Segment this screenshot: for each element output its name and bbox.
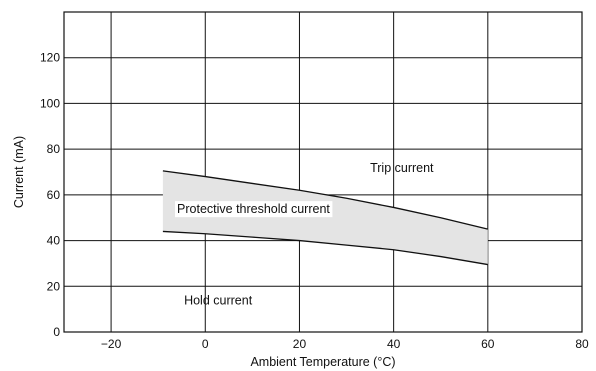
y-axis-label: Current (mA) bbox=[12, 136, 26, 208]
x-tick-label: 60 bbox=[481, 337, 495, 351]
x-axis-label: Ambient Temperature (°C) bbox=[250, 355, 395, 369]
y-tick-label: 80 bbox=[47, 142, 61, 156]
x-tick-label: 0 bbox=[202, 337, 209, 351]
y-tick-label: 60 bbox=[47, 188, 61, 202]
trip-current-line bbox=[162, 170, 488, 230]
threshold-band-area bbox=[162, 170, 488, 265]
y-tick-labels: 0 20 40 60 80 100 120 bbox=[40, 51, 60, 339]
annotation-label: Hold current bbox=[184, 294, 253, 308]
grid bbox=[64, 12, 582, 332]
y-tick-label: 120 bbox=[40, 51, 60, 65]
annotation-label: Trip current bbox=[370, 161, 434, 175]
x-tick-labels: −20 0 20 40 60 80 bbox=[101, 337, 589, 351]
annotation-label: Protective threshold current bbox=[177, 202, 330, 216]
y-tick-label: 40 bbox=[47, 234, 61, 248]
x-tick-label: 20 bbox=[293, 337, 307, 351]
series-lines bbox=[162, 170, 488, 266]
x-tick-label: 40 bbox=[387, 337, 401, 351]
threshold-band bbox=[162, 170, 488, 265]
y-tick-label: 0 bbox=[53, 325, 60, 339]
plot-frame bbox=[63, 11, 583, 333]
x-tick-label: 80 bbox=[575, 337, 589, 351]
annotations: Trip current Protective threshold current… bbox=[175, 161, 434, 308]
annotation-background bbox=[175, 201, 333, 218]
y-tick-label: 100 bbox=[40, 96, 60, 110]
x-tick-label: −20 bbox=[101, 337, 122, 351]
y-tick-label: 20 bbox=[47, 279, 61, 293]
hold-current-line bbox=[162, 230, 488, 266]
